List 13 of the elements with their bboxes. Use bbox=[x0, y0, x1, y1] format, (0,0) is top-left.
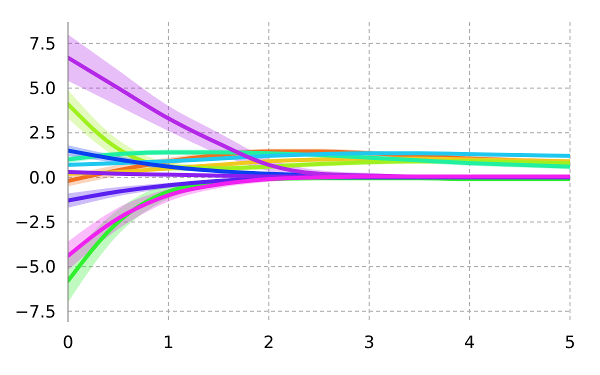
y-tick-label: 5.0 bbox=[28, 79, 56, 100]
x-tick-label: 1 bbox=[162, 333, 174, 354]
y-tick-label: 7.5 bbox=[28, 34, 56, 54]
x-tick-label: 4 bbox=[464, 333, 476, 354]
x-tick-label: 3 bbox=[364, 333, 375, 354]
y-tick-label: −2.5 bbox=[14, 213, 56, 234]
y-tick-label: −5.0 bbox=[14, 258, 56, 278]
x-tick-label: 5 bbox=[564, 333, 576, 354]
y-tick-label: 0.0 bbox=[28, 168, 56, 188]
y-tick-label: −7.5 bbox=[14, 302, 56, 322]
y-tick-label: 2.5 bbox=[28, 124, 56, 144]
x-tick-label: 0 bbox=[62, 333, 74, 354]
x-tick-label: 2 bbox=[263, 333, 274, 354]
